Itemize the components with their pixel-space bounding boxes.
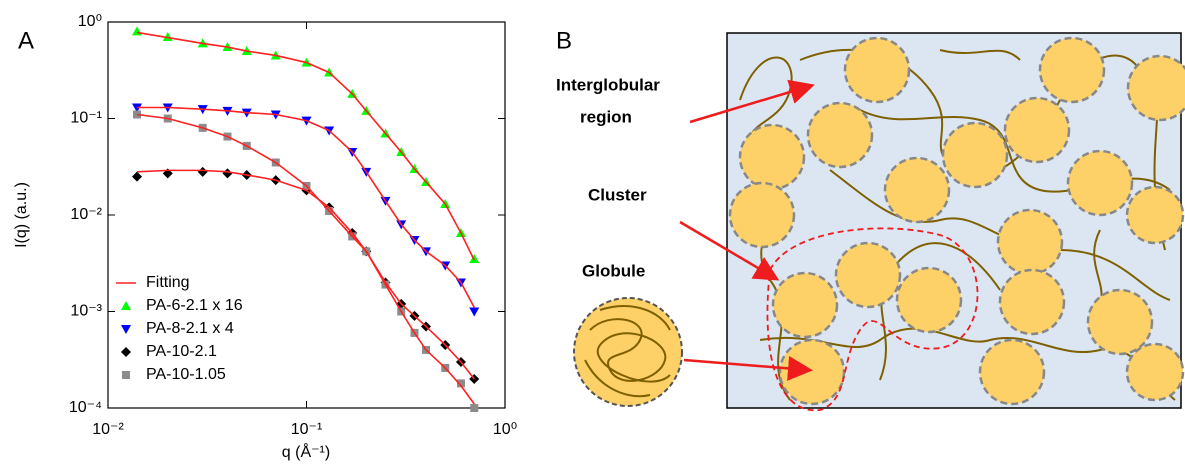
plot: 10⁻² 10⁻¹ 10⁰ 10⁻⁴ 10⁻³ 10⁻² 10⁻¹ 10⁰ Fitting PA-… — [69, 13, 517, 438]
legend-label: PA-10-2.1 — [146, 343, 217, 360]
legend-marker — [122, 371, 130, 379]
x-axis-label: q (Å⁻¹) — [282, 442, 330, 461]
legend-label: PA-6-2.1 x 16 — [146, 297, 243, 314]
y-tick-label: 10⁻⁴ — [69, 399, 102, 416]
fit-line — [137, 115, 474, 405]
legend-label: Fitting — [146, 274, 190, 291]
y-tick-label: 10⁻³ — [70, 303, 102, 320]
label: Cluster — [588, 185, 647, 204]
data-point — [132, 172, 142, 182]
panel-label: B — [556, 27, 572, 54]
x-tick-label: 10⁰ — [493, 421, 517, 438]
x-tick-label: 10⁻¹ — [291, 421, 323, 438]
y-tick-label: 10⁻¹ — [70, 110, 102, 127]
y-axis-label: I(q) (a.u.) — [13, 182, 30, 248]
diagram: Interglobular region Cluster Globule — [556, 33, 1185, 410]
panel-label: A — [18, 27, 34, 54]
data-point — [469, 308, 479, 317]
data-point — [132, 26, 142, 35]
label: Interglobular — [556, 75, 660, 94]
x-tick-label: 10⁻² — [92, 421, 124, 438]
figure: A B q (Å⁻¹) I(q) (a.u.) 10⁻²10⁻¹10⁰10⁻⁴1… — [0, 0, 1185, 466]
label: Globule — [582, 261, 645, 280]
legend-marker — [121, 301, 131, 310]
fit-line — [137, 32, 474, 260]
y-tick-label: 10⁰ — [78, 13, 102, 30]
data-point — [470, 404, 478, 412]
data-point — [223, 168, 233, 178]
legend-label: PA-8-2.1 x 4 — [146, 320, 234, 337]
label: region — [580, 107, 632, 126]
legend-marker — [121, 347, 131, 357]
legend-label: PA-10-1.05 — [146, 366, 226, 383]
y-tick-label: 10⁻² — [70, 206, 102, 223]
data-point — [198, 167, 208, 177]
legend-marker — [121, 325, 131, 334]
